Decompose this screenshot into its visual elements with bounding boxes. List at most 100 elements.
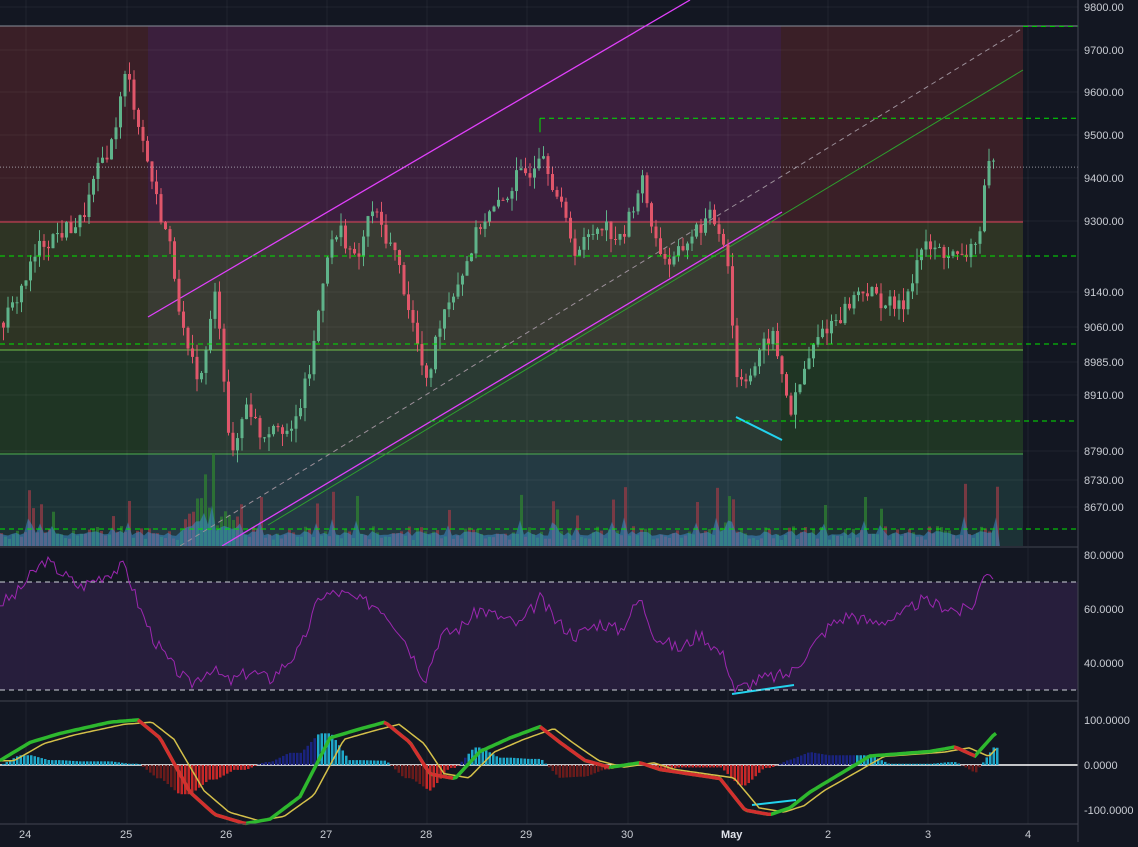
candle-body: [875, 287, 878, 293]
candle-body: [583, 237, 586, 250]
osc-histogram-bar: [163, 765, 166, 781]
candle-body: [304, 379, 307, 408]
osc-histogram-bar: [135, 764, 138, 765]
osc-histogram-bar: [723, 765, 726, 770]
panel-separator-1[interactable]: [0, 546, 1078, 548]
candle-body: [313, 341, 316, 374]
candle-body: [974, 244, 977, 245]
candle-body: [322, 284, 325, 311]
candle-body: [574, 238, 577, 255]
osc-histogram-bar: [751, 765, 754, 780]
candle-body: [623, 234, 626, 237]
candle-body: [488, 211, 491, 221]
price-tick-label-5: 9300.00: [1084, 216, 1124, 228]
osc-histogram-bar: [527, 759, 530, 765]
osc-histogram-bar: [83, 761, 86, 765]
osc-histogram-bar: [849, 755, 852, 765]
candle-body: [961, 254, 964, 255]
candle-body: [92, 179, 95, 195]
candle-body: [236, 438, 239, 450]
osc-histogram-bar: [772, 765, 775, 767]
osc-histogram-bar: [979, 765, 982, 767]
osc-histogram-bar: [503, 758, 506, 765]
candle-body: [281, 427, 284, 434]
candle-body: [668, 259, 671, 265]
osc-histogram-bar: [545, 764, 548, 765]
osc-histogram-bar: [506, 758, 509, 765]
candle-body: [655, 227, 658, 239]
price-tick-label-2: 9600.00: [1084, 87, 1124, 99]
osc-histogram-bar: [230, 765, 233, 772]
time-axis-label-3: 27: [320, 829, 332, 841]
osc-histogram-bar: [513, 758, 516, 765]
osc-histogram-bar: [489, 752, 492, 765]
candle-body: [119, 96, 122, 127]
osc-histogram-bar: [111, 761, 114, 765]
osc-histogram-bar: [156, 765, 159, 778]
candle-body: [898, 300, 901, 308]
candle-body: [425, 365, 428, 377]
osc-histogram-bar: [408, 765, 411, 778]
candle-body: [439, 329, 442, 337]
candle-body: [101, 158, 104, 163]
osc-histogram-bar: [909, 764, 912, 765]
candle-body: [893, 296, 896, 308]
candle-body: [61, 233, 64, 237]
candle-body: [713, 210, 716, 225]
osc-histogram-bar: [370, 760, 373, 765]
panel-separator-2[interactable]: [0, 700, 1078, 702]
osc-histogram-bar: [387, 763, 390, 765]
candle-body: [727, 245, 730, 267]
candle-body: [929, 241, 932, 249]
candle-body: [569, 218, 572, 239]
osc-histogram-bar: [100, 761, 103, 765]
candle-body: [115, 127, 118, 139]
osc-histogram-bar: [226, 765, 229, 774]
candle-body: [614, 239, 617, 240]
candle-body: [983, 185, 986, 231]
candle-body: [56, 233, 59, 234]
candle-body: [722, 234, 725, 245]
rsi-panel[interactable]: [0, 582, 1078, 690]
candle-body: [74, 227, 77, 233]
osc-histogram-bar: [832, 755, 835, 765]
candle-body: [695, 224, 698, 236]
candle-body: [605, 221, 608, 230]
candle-body: [772, 331, 775, 344]
candle-body: [380, 212, 383, 225]
osc-histogram-bar: [797, 757, 800, 765]
osc-histogram-bar: [13, 758, 16, 765]
osc-histogram-bar: [223, 765, 226, 776]
candle-body: [263, 437, 266, 438]
osc-histogram-bar: [947, 762, 950, 765]
osc-histogram-bar: [450, 765, 453, 768]
time-axis-label-1: 25: [120, 829, 132, 841]
osc-histogram-bar: [821, 754, 824, 765]
candle-body: [11, 302, 14, 307]
candle-body: [173, 241, 176, 279]
candle-body: [880, 293, 883, 308]
price-panel[interactable]: [0, 26, 1078, 546]
osc-histogram-bar: [695, 765, 698, 767]
osc-histogram-bar: [510, 758, 513, 765]
osc-histogram-bar: [391, 765, 394, 766]
osc-histogram-bar: [548, 765, 551, 767]
candle-body: [106, 158, 109, 160]
candle-body: [227, 382, 230, 433]
osc-histogram-bar: [800, 755, 803, 765]
candle-body: [16, 302, 19, 303]
osc-histogram-bar: [79, 761, 82, 765]
candle-body: [650, 203, 653, 226]
osc-histogram-bar: [713, 765, 716, 767]
osc-histogram-bar: [146, 765, 149, 770]
candle-body: [592, 234, 595, 235]
candle-body: [160, 194, 163, 222]
candle-body: [83, 215, 86, 217]
time-axis-label-10: 4: [1025, 829, 1031, 841]
osc-histogram-bar: [562, 765, 565, 778]
candle-body: [578, 250, 581, 256]
candle-body: [430, 369, 433, 377]
candle-body: [97, 163, 100, 179]
